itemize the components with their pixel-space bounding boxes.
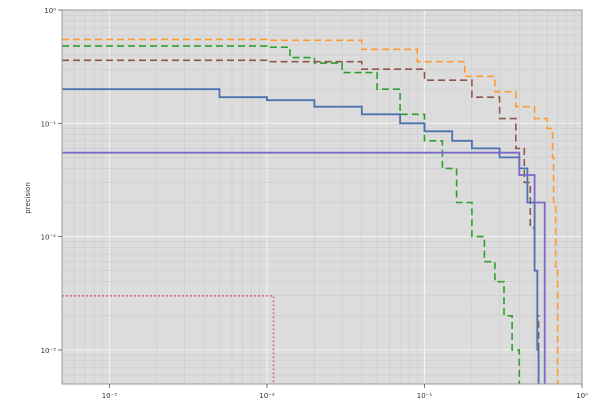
y-tick-label: 10⁰ [44,7,56,15]
series-layer [62,38,559,384]
y-tick-label: 10⁻² [41,234,57,242]
plot-background [62,10,582,384]
y-tick-label: 10⁻¹ [41,120,57,128]
plot-frame [61,9,583,385]
x-tick-label: 10⁻³ [102,392,118,400]
series-line-1 [62,38,559,384]
series-line-4 [62,88,540,384]
y-axis-label: precision [24,182,32,214]
x-tick-label: 10⁰ [576,392,588,400]
y-tick-label: 10⁻³ [41,347,57,355]
x-tick-label: 10⁻¹ [417,392,433,400]
x-tick-label: 10⁻² [259,392,275,400]
series-line-2 [62,45,521,384]
ticks: 10⁻³ 10⁻² 10⁻¹ 10⁰ 10⁻³ 10⁻² 10⁻¹ 10⁰ [41,7,588,400]
series-line-5 [62,151,546,384]
grid [61,9,583,385]
